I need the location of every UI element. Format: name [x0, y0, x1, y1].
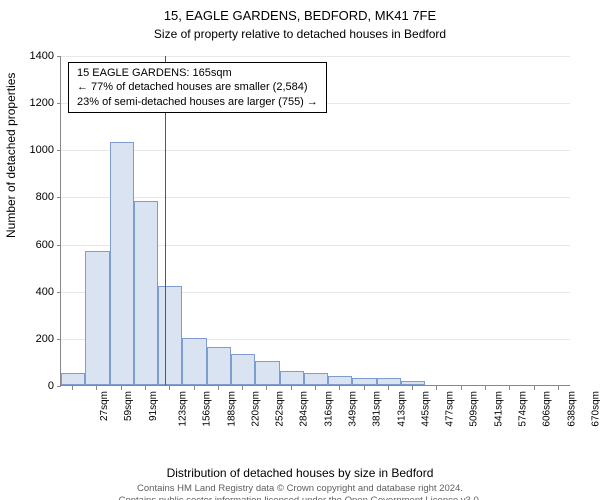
y-tick-label: 400	[14, 286, 54, 298]
y-tick-mark	[57, 386, 61, 387]
attribution-footer: Contains HM Land Registry data © Crown c…	[0, 483, 600, 500]
x-tick-mark	[339, 386, 340, 390]
x-tick-label: 123sqm	[178, 391, 189, 427]
y-tick-mark	[57, 292, 61, 293]
gridline	[61, 150, 570, 151]
gridline	[61, 56, 570, 57]
x-tick-label: 445sqm	[420, 391, 431, 427]
annotation-line-larger: 23% of semi-detached houses are larger (…	[77, 95, 318, 109]
x-tick-label: 413sqm	[396, 391, 407, 427]
annotation-line-property: 15 EAGLE GARDENS: 165sqm	[77, 66, 318, 80]
histogram-bar	[134, 201, 158, 385]
x-tick-mark	[485, 386, 486, 390]
footer-line-2: Contains public sector information licen…	[0, 495, 600, 500]
histogram-bar	[158, 286, 182, 385]
x-tick-mark	[218, 386, 219, 390]
gridline	[61, 197, 570, 198]
x-axis-label: Distribution of detached houses by size …	[0, 466, 600, 480]
histogram-bar	[85, 251, 109, 385]
x-tick-mark	[509, 386, 510, 390]
histogram-bar	[352, 378, 376, 385]
y-tick-label: 0	[14, 380, 54, 392]
x-tick-label: 574sqm	[518, 391, 529, 427]
property-annotation: 15 EAGLE GARDENS: 165sqm ← 77% of detach…	[68, 62, 327, 113]
chart-container: 15, EAGLE GARDENS, BEDFORD, MK41 7FE Siz…	[0, 8, 600, 500]
histogram-bar	[401, 381, 425, 385]
page-subtitle: Size of property relative to detached ho…	[0, 27, 600, 41]
x-tick-label: 541sqm	[493, 391, 504, 427]
x-tick-mark	[558, 386, 559, 390]
x-tick-label: 188sqm	[226, 391, 237, 427]
x-tick-mark	[72, 386, 73, 390]
x-tick-mark	[169, 386, 170, 390]
x-tick-label: 509sqm	[469, 391, 480, 427]
x-tick-label: 220sqm	[250, 391, 261, 427]
x-tick-mark	[388, 386, 389, 390]
x-tick-label: 381sqm	[372, 391, 383, 427]
y-tick-mark	[57, 245, 61, 246]
y-tick-label: 600	[14, 239, 54, 251]
footer-line-1: Contains HM Land Registry data © Crown c…	[0, 483, 600, 494]
x-tick-mark	[436, 386, 437, 390]
x-tick-mark	[194, 386, 195, 390]
x-tick-mark	[96, 386, 97, 390]
chart-area: 15 EAGLE GARDENS: 165sqm ← 77% of detach…	[60, 56, 570, 426]
x-tick-mark	[291, 386, 292, 390]
y-tick-mark	[57, 103, 61, 104]
x-tick-mark	[121, 386, 122, 390]
x-tick-mark	[461, 386, 462, 390]
histogram-bar	[231, 354, 255, 385]
x-tick-mark	[145, 386, 146, 390]
x-tick-mark	[364, 386, 365, 390]
x-tick-label: 670sqm	[590, 391, 600, 427]
x-tick-mark	[266, 386, 267, 390]
histogram-bar	[377, 378, 401, 385]
x-tick-mark	[315, 386, 316, 390]
x-tick-label: 252sqm	[275, 391, 286, 427]
x-tick-label: 59sqm	[123, 391, 134, 421]
annotation-line-smaller: ← 77% of detached houses are smaller (2,…	[77, 80, 318, 94]
x-tick-mark	[242, 386, 243, 390]
y-tick-mark	[57, 56, 61, 57]
histogram-bar	[304, 373, 328, 385]
x-tick-label: 284sqm	[299, 391, 310, 427]
x-tick-mark	[534, 386, 535, 390]
y-tick-label: 1200	[14, 97, 54, 109]
y-tick-mark	[57, 150, 61, 151]
histogram-bar	[182, 338, 206, 385]
x-tick-label: 91sqm	[148, 391, 159, 421]
x-tick-label: 477sqm	[445, 391, 456, 427]
x-tick-label: 638sqm	[566, 391, 577, 427]
y-tick-mark	[57, 339, 61, 340]
x-tick-label: 349sqm	[348, 391, 359, 427]
y-tick-label: 1000	[14, 144, 54, 156]
y-tick-label: 200	[14, 333, 54, 345]
histogram-bar	[61, 373, 85, 385]
histogram-bar	[280, 371, 304, 385]
page-title: 15, EAGLE GARDENS, BEDFORD, MK41 7FE	[0, 8, 600, 25]
x-tick-label: 316sqm	[323, 391, 334, 427]
histogram-bar	[207, 347, 231, 385]
histogram-bar	[255, 361, 279, 385]
x-tick-label: 606sqm	[542, 391, 553, 427]
histogram-bar	[328, 376, 352, 385]
histogram-bar	[110, 142, 134, 385]
x-tick-label: 156sqm	[202, 391, 213, 427]
y-tick-mark	[57, 197, 61, 198]
x-tick-label: 27sqm	[99, 391, 110, 421]
x-tick-mark	[412, 386, 413, 390]
y-tick-label: 1400	[14, 50, 54, 62]
y-tick-label: 800	[14, 191, 54, 203]
